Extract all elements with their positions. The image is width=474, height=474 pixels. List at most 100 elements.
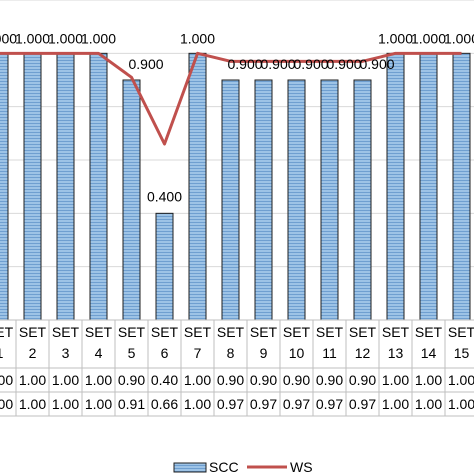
point-label-14: 1.000: [411, 30, 446, 46]
table-cell-ws: 1.00: [85, 396, 112, 412]
bar-4: [89, 52, 108, 321]
point-label-5: 0.900: [129, 56, 164, 72]
bar-15: [452, 52, 471, 321]
bar-7: [188, 52, 207, 321]
table-cell-ws: 0.97: [217, 396, 244, 412]
bar-12: [353, 79, 372, 321]
point-label-10: 0.900: [294, 56, 329, 72]
category-label: 7: [194, 345, 202, 361]
table-cell-ws: 1.00: [52, 396, 79, 412]
table-cell-scc: 1.00: [448, 372, 474, 388]
table-cell-scc: 1.00: [382, 372, 409, 388]
point-label-2: 1.000: [15, 30, 50, 46]
category-label: SET: [151, 324, 179, 340]
bar-3: [56, 52, 75, 321]
category-label: SET: [52, 324, 80, 340]
point-label-6: 0.400: [147, 188, 182, 204]
category-label: SET: [283, 324, 311, 340]
category-label: 5: [128, 345, 136, 361]
category-label: SET: [118, 324, 146, 340]
table-cell-ws: 1.00: [415, 396, 442, 412]
legend-label-ws: WS: [290, 459, 313, 474]
table-cell-scc: 1.00: [0, 372, 13, 388]
table-cell-ws: 0.97: [349, 396, 376, 412]
bar-9: [254, 79, 273, 321]
table-cell-ws: 0.97: [316, 396, 343, 412]
table-cell-scc: 1.00: [85, 372, 112, 388]
category-label: 10: [289, 345, 305, 361]
table-cell-scc: 1.00: [184, 372, 211, 388]
category-label: 6: [161, 345, 169, 361]
bar-series: [0, 52, 471, 321]
point-label-4: 1.000: [81, 30, 116, 46]
table-cell-scc: 1.00: [19, 372, 46, 388]
point-labels: 1.0001.0001.0001.0000.9000.4001.0000.900…: [0, 30, 474, 204]
table-cell-ws: 1.00: [0, 396, 13, 412]
category-label: SET: [184, 324, 212, 340]
category-label: SET: [316, 324, 344, 340]
point-label-7: 1.000: [180, 30, 215, 46]
table-cell-ws: 0.97: [250, 396, 277, 412]
bar-8: [221, 79, 240, 321]
legend-label-scc: SCC: [209, 459, 239, 474]
table-cell-ws: 1.00: [382, 396, 409, 412]
bar-13: [386, 52, 405, 321]
table-cell-ws: 1.00: [19, 396, 46, 412]
table-cell-scc: 1.00: [52, 372, 79, 388]
category-label: SET: [85, 324, 113, 340]
category-label: 4: [95, 345, 103, 361]
table-cell-ws: 1.00: [448, 396, 474, 412]
category-label: 15: [454, 345, 470, 361]
category-label: SET: [0, 324, 14, 340]
table-cell-scc: 0.90: [283, 372, 310, 388]
legend: SCC WS: [173, 459, 313, 474]
category-label: SET: [250, 324, 278, 340]
bar-6: [155, 212, 174, 321]
point-label-12: 0.900: [360, 56, 395, 72]
table-cell-scc: 0.40: [151, 372, 178, 388]
bar-5: [122, 79, 141, 321]
category-label: 11: [322, 345, 337, 361]
table-cell-scc: 0.90: [118, 372, 145, 388]
ws-line: [0, 51, 462, 146]
bar-14: [419, 52, 438, 321]
legend-swatch-scc: [173, 462, 207, 473]
point-label-13: 1.000: [378, 30, 413, 46]
table-cell-ws: 1.00: [184, 396, 211, 412]
table-cell-ws: 0.66: [151, 396, 178, 412]
table-cell-scc: 0.90: [316, 372, 343, 388]
category-label: SET: [382, 324, 410, 340]
category-label: 13: [388, 345, 404, 361]
data-table: SET 1 1.00 1.00 SET 2 1.00 1.00 SET 3 1.00 1.00 SET 4…: [0, 319, 474, 417]
category-label: SET: [415, 324, 443, 340]
bar-10: [287, 79, 306, 321]
point-label-8: 0.900: [228, 56, 263, 72]
bar-1: [0, 52, 9, 321]
category-label: 1: [0, 345, 4, 361]
category-label: 14: [421, 345, 437, 361]
table-cell-scc: 0.90: [250, 372, 277, 388]
category-label: 9: [260, 345, 268, 361]
point-label-1: 1.000: [0, 30, 17, 46]
bar-11: [320, 79, 339, 321]
category-label: 12: [355, 345, 371, 361]
point-label-11: 0.900: [327, 56, 362, 72]
category-label: SET: [217, 324, 245, 340]
table-cell-scc: 0.90: [349, 372, 376, 388]
table-cell-ws: 0.97: [283, 396, 310, 412]
bar-2: [23, 52, 42, 321]
category-label: SET: [19, 324, 47, 340]
table-cell-scc: 0.90: [217, 372, 244, 388]
table-cell-scc: 1.00: [415, 372, 442, 388]
point-label-15: 1.000: [444, 30, 474, 46]
line-series: [0, 51, 462, 146]
category-label: 2: [29, 345, 37, 361]
point-label-3: 1.000: [48, 30, 83, 46]
category-label: 8: [227, 345, 235, 361]
category-label: 3: [62, 345, 70, 361]
table-cell-ws: 0.91: [118, 396, 145, 412]
category-label: SET: [448, 324, 474, 340]
category-label: SET: [349, 324, 377, 340]
point-label-9: 0.900: [261, 56, 296, 72]
